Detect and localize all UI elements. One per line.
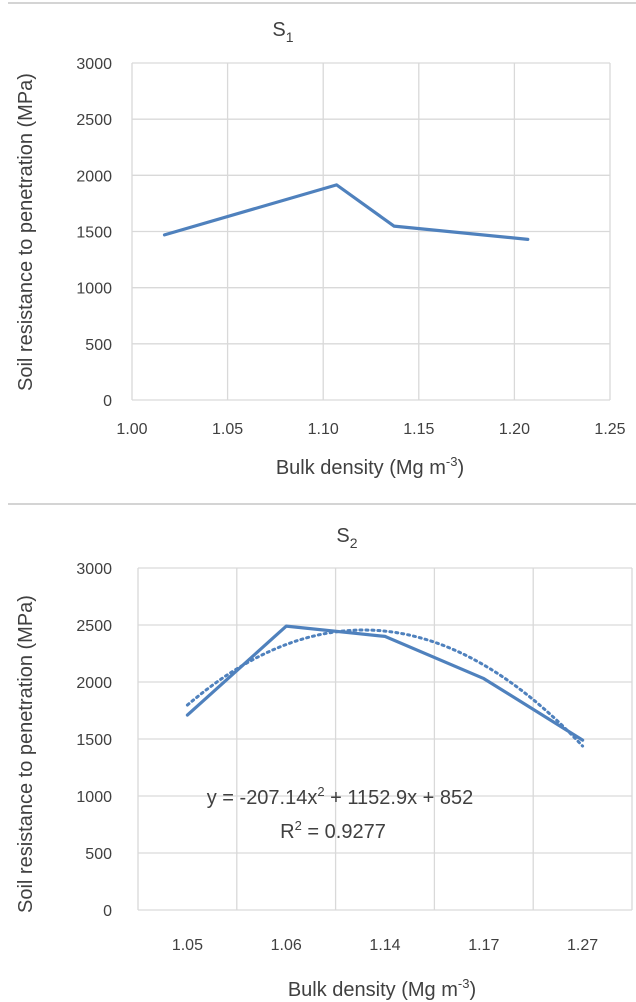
x-tick-label: 1.17	[468, 937, 499, 954]
y-tick-label: 1500	[76, 225, 112, 242]
chart-s1-svg: 0 500 1000 1500 2000 2500 3000 1.00 1.05 1.10 1.15…	[15, 19, 626, 479]
grid-s2	[137, 567, 633, 911]
y-axis-title-s2: Soil resistance to penetration (MPa)	[15, 595, 37, 913]
x-tick-label: 1.25	[594, 421, 625, 438]
trendline-equation: y = -207.14x2 + 1152.9x + 852	[207, 784, 474, 809]
top-divider	[8, 2, 636, 4]
x-tick-label: 1.10	[308, 421, 339, 438]
x-axis-title-s1: Bulk density (Mg m-3)	[276, 454, 464, 479]
chart-s2: 0 500 1000 1500 2000 2500 3000 1.05 1.06 1.14 1.17…	[0, 504, 636, 1002]
ticks-s1: 0 500 1000 1500 2000 2500 3000 1.00 1.05 1.10 1.15…	[76, 56, 625, 438]
series-s1	[162, 183, 530, 241]
x-tick-label: 1.15	[403, 421, 434, 438]
y-tick-label: 500	[85, 846, 112, 863]
x-axis-title-s2: Bulk density (Mg m-3)	[288, 976, 476, 1001]
x-tick-label: 1.06	[271, 937, 302, 954]
series-s2	[185, 624, 585, 742]
trendline-r2: R2 = 0.9277	[280, 818, 386, 843]
x-tick-label: 1.00	[116, 421, 147, 438]
y-tick-label: 0	[103, 393, 112, 410]
chart-s1: 0 500 1000 1500 2000 2500 3000 1.00 1.05 1.10 1.15…	[0, 0, 636, 498]
chart-s2-svg: 0 500 1000 1500 2000 2500 3000 1.05 1.06 1.14 1.17…	[15, 525, 633, 1001]
y-tick-label: 1000	[76, 789, 112, 806]
chart-title-s2: S2	[336, 525, 357, 551]
trendline-curve	[185, 628, 585, 748]
series-line	[162, 183, 530, 241]
x-tick-label: 1.05	[212, 421, 243, 438]
y-tick-label: 1500	[76, 732, 112, 749]
y-tick-label: 0	[103, 903, 112, 920]
y-tick-label: 2000	[76, 168, 112, 185]
y-tick-label: 3000	[76, 56, 112, 73]
y-axis-title-s1: Soil resistance to penetration (MPa)	[15, 73, 37, 391]
series-line	[185, 624, 585, 742]
middle-divider	[8, 503, 636, 505]
chart-title-s1: S1	[272, 19, 293, 45]
y-tick-label: 1000	[76, 281, 112, 298]
y-tick-label: 2500	[76, 112, 112, 129]
trendline-s2	[185, 628, 585, 748]
x-tick-label: 1.14	[369, 937, 400, 954]
x-tick-label: 1.27	[567, 937, 598, 954]
ticks-s2: 0 500 1000 1500 2000 2500 3000 1.05 1.06 1.14 1.17…	[76, 561, 598, 954]
y-tick-label: 2500	[76, 618, 112, 635]
y-tick-label: 3000	[76, 561, 112, 578]
y-tick-label: 500	[85, 337, 112, 354]
grid-s1	[131, 62, 611, 401]
y-tick-label: 2000	[76, 675, 112, 692]
x-tick-label: 1.05	[172, 937, 203, 954]
x-tick-label: 1.20	[499, 421, 530, 438]
